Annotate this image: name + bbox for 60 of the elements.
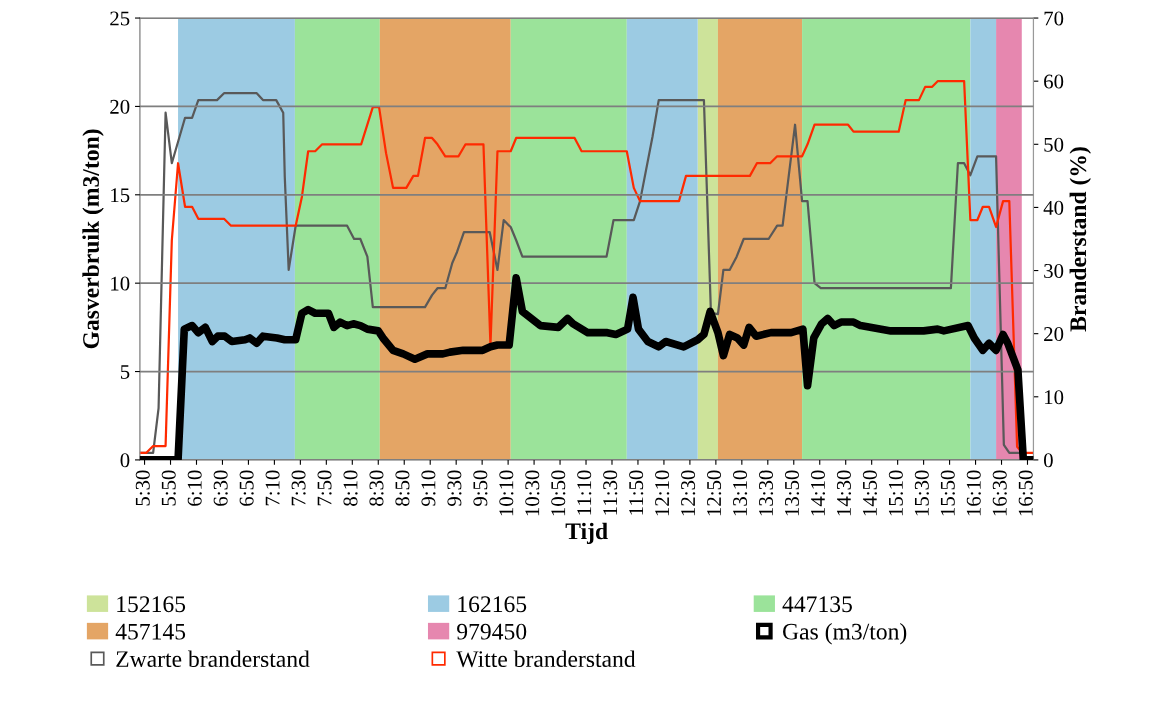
y2-tick-label: 0 xyxy=(1043,453,1053,468)
legend-label: 979450 xyxy=(457,623,527,640)
x-tick-label: 15:30 xyxy=(914,470,929,516)
x-tick-label: 8:30 xyxy=(369,470,384,506)
legend-label: Witte branderstand xyxy=(456,650,636,668)
y-tick-label: 25 xyxy=(110,11,130,26)
y2-tick-label: 20 xyxy=(1044,327,1064,342)
x-tick-label: 15:10 xyxy=(888,470,903,516)
legend-label: 162165 xyxy=(458,596,527,613)
x-tick-label: 5:50 xyxy=(161,470,176,506)
x-tick-label: 7:30 xyxy=(291,470,306,506)
y2-axis-title: Branderstand (%) xyxy=(1069,147,1091,332)
x-tick-label: 11:30 xyxy=(603,470,618,515)
x-tick-label: 6:10 xyxy=(187,470,202,506)
x-tick-label: 14:10 xyxy=(810,470,826,516)
x-tick-label: 15:50 xyxy=(940,470,955,516)
x-tick-label: 9:30 xyxy=(447,470,462,506)
x-tick-label: 10:10 xyxy=(499,470,514,516)
x-tick-label: 9:10 xyxy=(421,470,436,506)
x-tick-label: 6:50 xyxy=(239,470,254,506)
x-tick-label: 10:30 xyxy=(525,470,540,516)
x-tick-label: 7:50 xyxy=(317,470,332,506)
x-tick-label: 13:30 xyxy=(758,470,774,516)
y2-tick-label: 10 xyxy=(1045,390,1064,405)
y-axis-title: Gasverbruik (m3/ton) xyxy=(82,129,104,349)
x-tick-label: 5:30 xyxy=(135,470,150,506)
x-tick-label: 12:30 xyxy=(681,470,696,516)
x-tick-label: 6:30 xyxy=(213,470,228,506)
y-tick-label: 10 xyxy=(111,276,130,291)
y2-tick-label: 50 xyxy=(1044,137,1064,152)
y2-tick-label: 40 xyxy=(1043,200,1064,215)
y2-tick-label: 30 xyxy=(1044,263,1064,278)
x-tick-label: 14:30 xyxy=(836,470,852,516)
y-tick-label: 20 xyxy=(110,99,130,114)
y-tick-label: 0 xyxy=(120,453,130,468)
y2-tick-label: 70 xyxy=(1044,11,1064,26)
y-tick-label: 5 xyxy=(120,365,130,379)
x-tick-label: 8:10 xyxy=(343,470,358,506)
x-tick-label: 16:50 xyxy=(1018,470,1033,516)
legend-label: 152165 xyxy=(117,596,186,613)
x-tick-label: 16:10 xyxy=(966,470,981,516)
x-tick-label: 9:50 xyxy=(473,470,488,506)
x-tick-label: 16:30 xyxy=(992,470,1007,516)
legend-label: 447135 xyxy=(782,596,852,613)
x-tick-label: 12:10 xyxy=(655,470,670,516)
y2-tick-label: 60 xyxy=(1044,74,1064,89)
x-tick-label: 13:50 xyxy=(784,470,800,516)
x-tick-label: 11:10 xyxy=(577,470,592,515)
y-tick-label: 15 xyxy=(111,188,130,203)
x-axis-title: Tijd xyxy=(565,522,608,545)
x-tick-label: 14:50 xyxy=(862,470,877,516)
x-tick-label: 8:50 xyxy=(395,470,410,506)
x-tick-label: 10:50 xyxy=(551,470,566,516)
legend-label: Zwarte branderstand xyxy=(116,650,310,668)
legend-label: 457145 xyxy=(115,623,186,640)
x-tick-label: 12:50 xyxy=(707,470,722,516)
legend-label: Gas (m3/ton) xyxy=(783,623,907,645)
x-tick-label: 13:10 xyxy=(732,470,748,516)
x-tick-label: 11:50 xyxy=(629,470,644,515)
x-tick-label: 7:10 xyxy=(265,470,280,506)
